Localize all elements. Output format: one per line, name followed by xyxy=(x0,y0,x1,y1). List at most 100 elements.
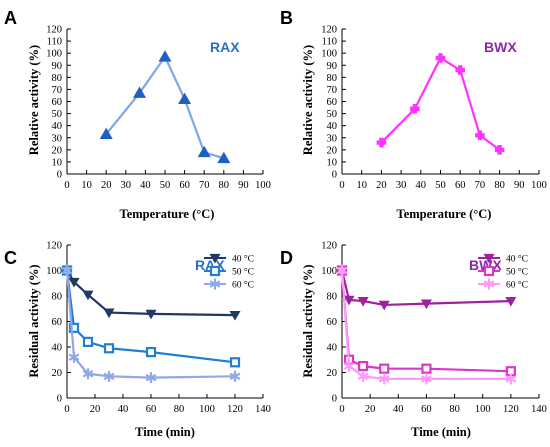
legend-label: 50 °C xyxy=(506,267,528,278)
data-point xyxy=(145,347,157,358)
x-axis-title: Temperature (°C) xyxy=(397,207,492,221)
data-point xyxy=(178,92,192,104)
x-tick-label: 20 xyxy=(90,404,101,415)
data-point xyxy=(358,370,369,383)
panel-letter: B xyxy=(280,8,293,28)
data-point xyxy=(379,363,390,374)
legend-label: 50 °C xyxy=(232,267,254,278)
data-point xyxy=(505,373,516,385)
data-point xyxy=(145,309,157,320)
panel-d: D 0 20 40 60 80 100 120 0 20 40 60 80 100 120 140 Time (… xyxy=(280,241,547,440)
x-tick-label: 0 xyxy=(339,180,344,191)
series-line xyxy=(65,270,236,379)
data-point xyxy=(336,264,348,277)
data-point xyxy=(217,151,231,164)
y-axis-title: Residual activity (%) xyxy=(301,264,315,377)
y-tick-label: 100 xyxy=(321,266,337,277)
star-center xyxy=(85,371,91,376)
x-tick-label: 60 xyxy=(455,180,466,191)
data-point xyxy=(378,300,390,311)
legend-marker xyxy=(209,253,221,264)
star-center xyxy=(486,281,492,287)
y-tick-label: 30 xyxy=(327,133,338,144)
x-tick-label: 30 xyxy=(121,180,132,191)
series-line xyxy=(340,270,511,380)
legend-marker xyxy=(483,278,495,290)
x-tick-label: 10 xyxy=(356,180,367,191)
y-tick-label: 40 xyxy=(52,121,63,132)
data-point xyxy=(505,296,517,307)
x-tick-label: 20 xyxy=(101,180,112,191)
data-point xyxy=(420,299,432,310)
series-2 xyxy=(336,264,516,385)
x-tick-label: 70 xyxy=(199,180,210,191)
data-point xyxy=(158,50,172,62)
y-tick-label: 0 xyxy=(332,170,337,181)
star-center xyxy=(212,281,218,287)
y-tick-label: 40 xyxy=(327,121,338,132)
x-tick-label: 60 xyxy=(421,404,432,415)
x-tick-label: 20 xyxy=(376,180,387,191)
y-tick-label: 20 xyxy=(52,368,63,379)
data-point xyxy=(358,361,369,372)
y-tick-label: 120 xyxy=(46,25,62,36)
y-tick-label: 60 xyxy=(327,317,338,328)
x-tick-label: 40 xyxy=(118,404,129,415)
y-tick-label: 110 xyxy=(322,37,337,48)
y-axis-title: Relative activity (%) xyxy=(27,45,41,155)
y-tick-label: 20 xyxy=(52,145,63,156)
data-point xyxy=(68,277,80,288)
x-axis-title: Temperature (°C) xyxy=(120,207,215,221)
y-tick-label: 90 xyxy=(52,61,63,72)
data-point xyxy=(229,311,241,321)
y-tick-label: 50 xyxy=(327,109,338,120)
legend: 40 °C 50 °C 60 °C xyxy=(204,254,254,291)
panel-c: C 0 20 40 60 80 100 120 0 20 40 60 80 100 120 140 Time (… xyxy=(4,241,271,440)
data-point xyxy=(421,373,432,385)
x-tick-label: 70 xyxy=(475,180,486,191)
x-tick-label: 40 xyxy=(393,404,404,415)
x-tick-label: 90 xyxy=(514,180,525,191)
x-tick-label: 10 xyxy=(81,180,92,191)
legend-marker xyxy=(209,278,221,290)
data-point xyxy=(82,368,94,380)
y-tick-label: 100 xyxy=(46,49,62,60)
data-point xyxy=(376,137,387,148)
y-tick-label: 20 xyxy=(327,368,338,379)
x-tick-label: 80 xyxy=(449,404,460,415)
data-point xyxy=(343,360,355,372)
star-center xyxy=(71,355,77,360)
y-tick-label: 40 xyxy=(327,343,338,354)
star-center xyxy=(508,376,514,382)
data-point xyxy=(197,145,211,158)
y-tick-label: 20 xyxy=(327,145,338,156)
star-center xyxy=(232,374,238,379)
x-tick-label: 100 xyxy=(199,404,215,415)
x-tick-label: 40 xyxy=(416,180,427,191)
enzyme-label: RAX xyxy=(210,39,240,55)
data-point xyxy=(435,53,446,63)
y-tick-label: 60 xyxy=(327,97,338,108)
star-center xyxy=(382,376,387,382)
x-axis-title: Time (min) xyxy=(411,425,471,439)
series-0 xyxy=(376,53,505,155)
y-tick-label: 0 xyxy=(57,170,62,181)
x-tick-label: 20 xyxy=(365,404,376,415)
enzyme-label: BWX xyxy=(484,39,517,55)
data-point xyxy=(133,86,147,98)
y-axis-title: Residual activity (%) xyxy=(27,264,41,377)
data-point xyxy=(103,370,115,383)
y-tick-label: 0 xyxy=(57,394,62,405)
star-center xyxy=(339,268,345,273)
star-center xyxy=(424,376,429,382)
legend-label: 60 °C xyxy=(506,280,528,291)
x-tick-label: 0 xyxy=(64,404,69,415)
data-point xyxy=(61,264,73,277)
x-tick-label: 60 xyxy=(146,404,157,415)
star-center xyxy=(106,374,112,379)
legend-label: 40 °C xyxy=(232,254,254,265)
data-point xyxy=(68,351,80,363)
